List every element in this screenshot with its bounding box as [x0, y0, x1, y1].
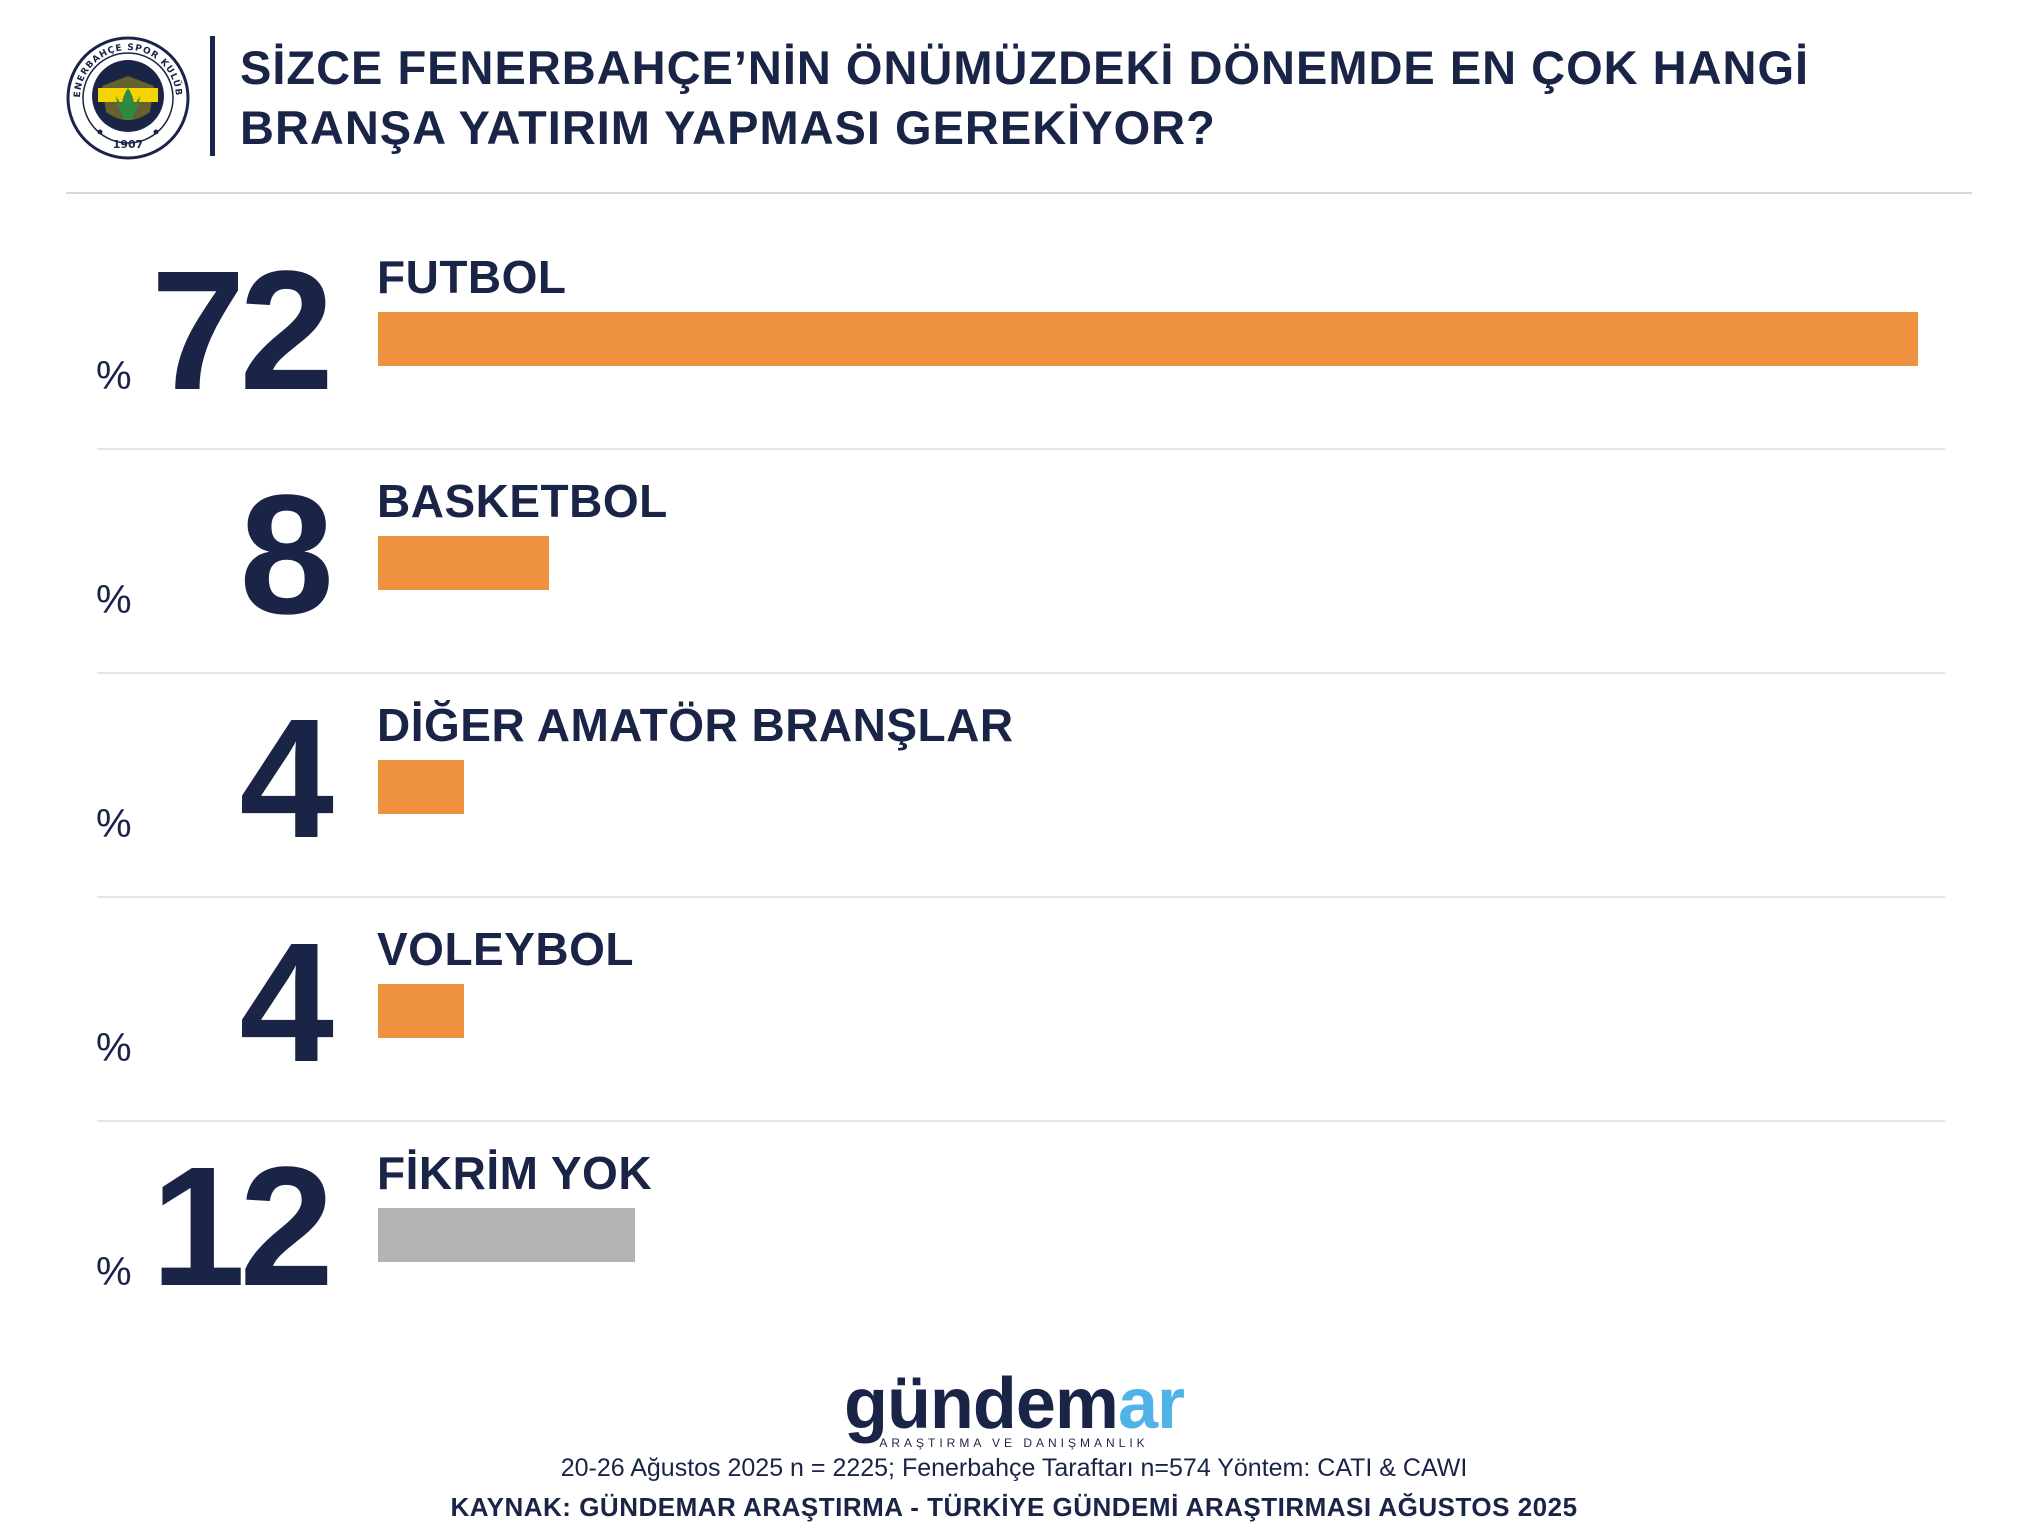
data-label: 4 — [239, 908, 334, 1098]
gundemar-logo: gündemar ARAŞTIRMA VE DANIŞMANLIK — [0, 1368, 2028, 1450]
page-title: SİZCE FENERBAHÇE’NİN ÖNÜMÜZDEKİ DÖNEMDE … — [240, 38, 1980, 158]
chart-row: % 4 DİĞER AMATÖR BRANŞLAR — [0, 674, 2028, 898]
category-label: BASKETBOL — [377, 475, 668, 527]
data-label: 4 — [239, 684, 334, 874]
chart-row: % 4 VOLEYBOL — [0, 898, 2028, 1122]
bar — [378, 984, 464, 1038]
title-line-1: SİZCE FENERBAHÇE’NİN ÖNÜMÜZDEKİ DÖNEMDE … — [240, 41, 1810, 94]
data-label: 72 — [150, 236, 334, 426]
row-divider — [97, 448, 1945, 450]
bar — [378, 760, 464, 814]
chart-row: % 8 BASKETBOL — [0, 450, 2028, 674]
bar-chart: % 72 FUTBOL% 8 BASKETBOL% 4 DİĞER AMATÖR BRANŞ… — [0, 226, 2028, 1346]
category-label: DİĞER AMATÖR BRANŞLAR — [377, 699, 1014, 751]
title-line-2: BRANŞA YATIRIM YAPMASI GEREKİYOR? — [240, 101, 1216, 154]
percent-sign: % — [96, 1026, 132, 1070]
title-divider — [210, 36, 215, 156]
data-label: 12 — [150, 1132, 334, 1322]
bar — [378, 312, 1918, 366]
category-label: VOLEYBOL — [377, 923, 635, 975]
row-divider — [97, 1120, 1945, 1122]
brand-name-part1: gündem — [843, 1364, 1119, 1444]
data-label: 8 — [239, 460, 334, 650]
bar — [378, 1208, 635, 1262]
chart-row: % 12 FİKRİM YOK — [0, 1122, 2028, 1346]
row-divider — [97, 896, 1945, 898]
category-label: FİKRİM YOK — [377, 1147, 653, 1199]
header-divider — [66, 192, 1972, 194]
percent-sign: % — [96, 1250, 132, 1294]
logo-year: 1907 — [113, 138, 144, 151]
brand-name-part2: ar — [1117, 1364, 1185, 1444]
fenerbahce-logo: FENERBAHÇE SPOR KULÜBÜ 1907 — [66, 36, 190, 160]
brand-tagline: ARAŞTIRMA VE DANIŞMANLIK — [879, 1436, 1149, 1450]
percent-sign: % — [96, 578, 132, 622]
percent-sign: % — [96, 354, 132, 398]
survey-meta: 20-26 Ağustos 2025 n = 2225; Fenerbahçe … — [560, 1454, 1468, 1482]
brand-wordmark: gündemar — [0, 1368, 2028, 1440]
category-label: FUTBOL — [377, 251, 567, 303]
percent-sign: % — [96, 802, 132, 846]
bar — [378, 536, 549, 590]
row-divider — [97, 672, 1945, 674]
chart-row: % 72 FUTBOL — [0, 226, 2028, 450]
source-note: KAYNAK: GÜNDEMAR ARAŞTIRMA - TÜRKİYE GÜN… — [450, 1492, 1578, 1522]
